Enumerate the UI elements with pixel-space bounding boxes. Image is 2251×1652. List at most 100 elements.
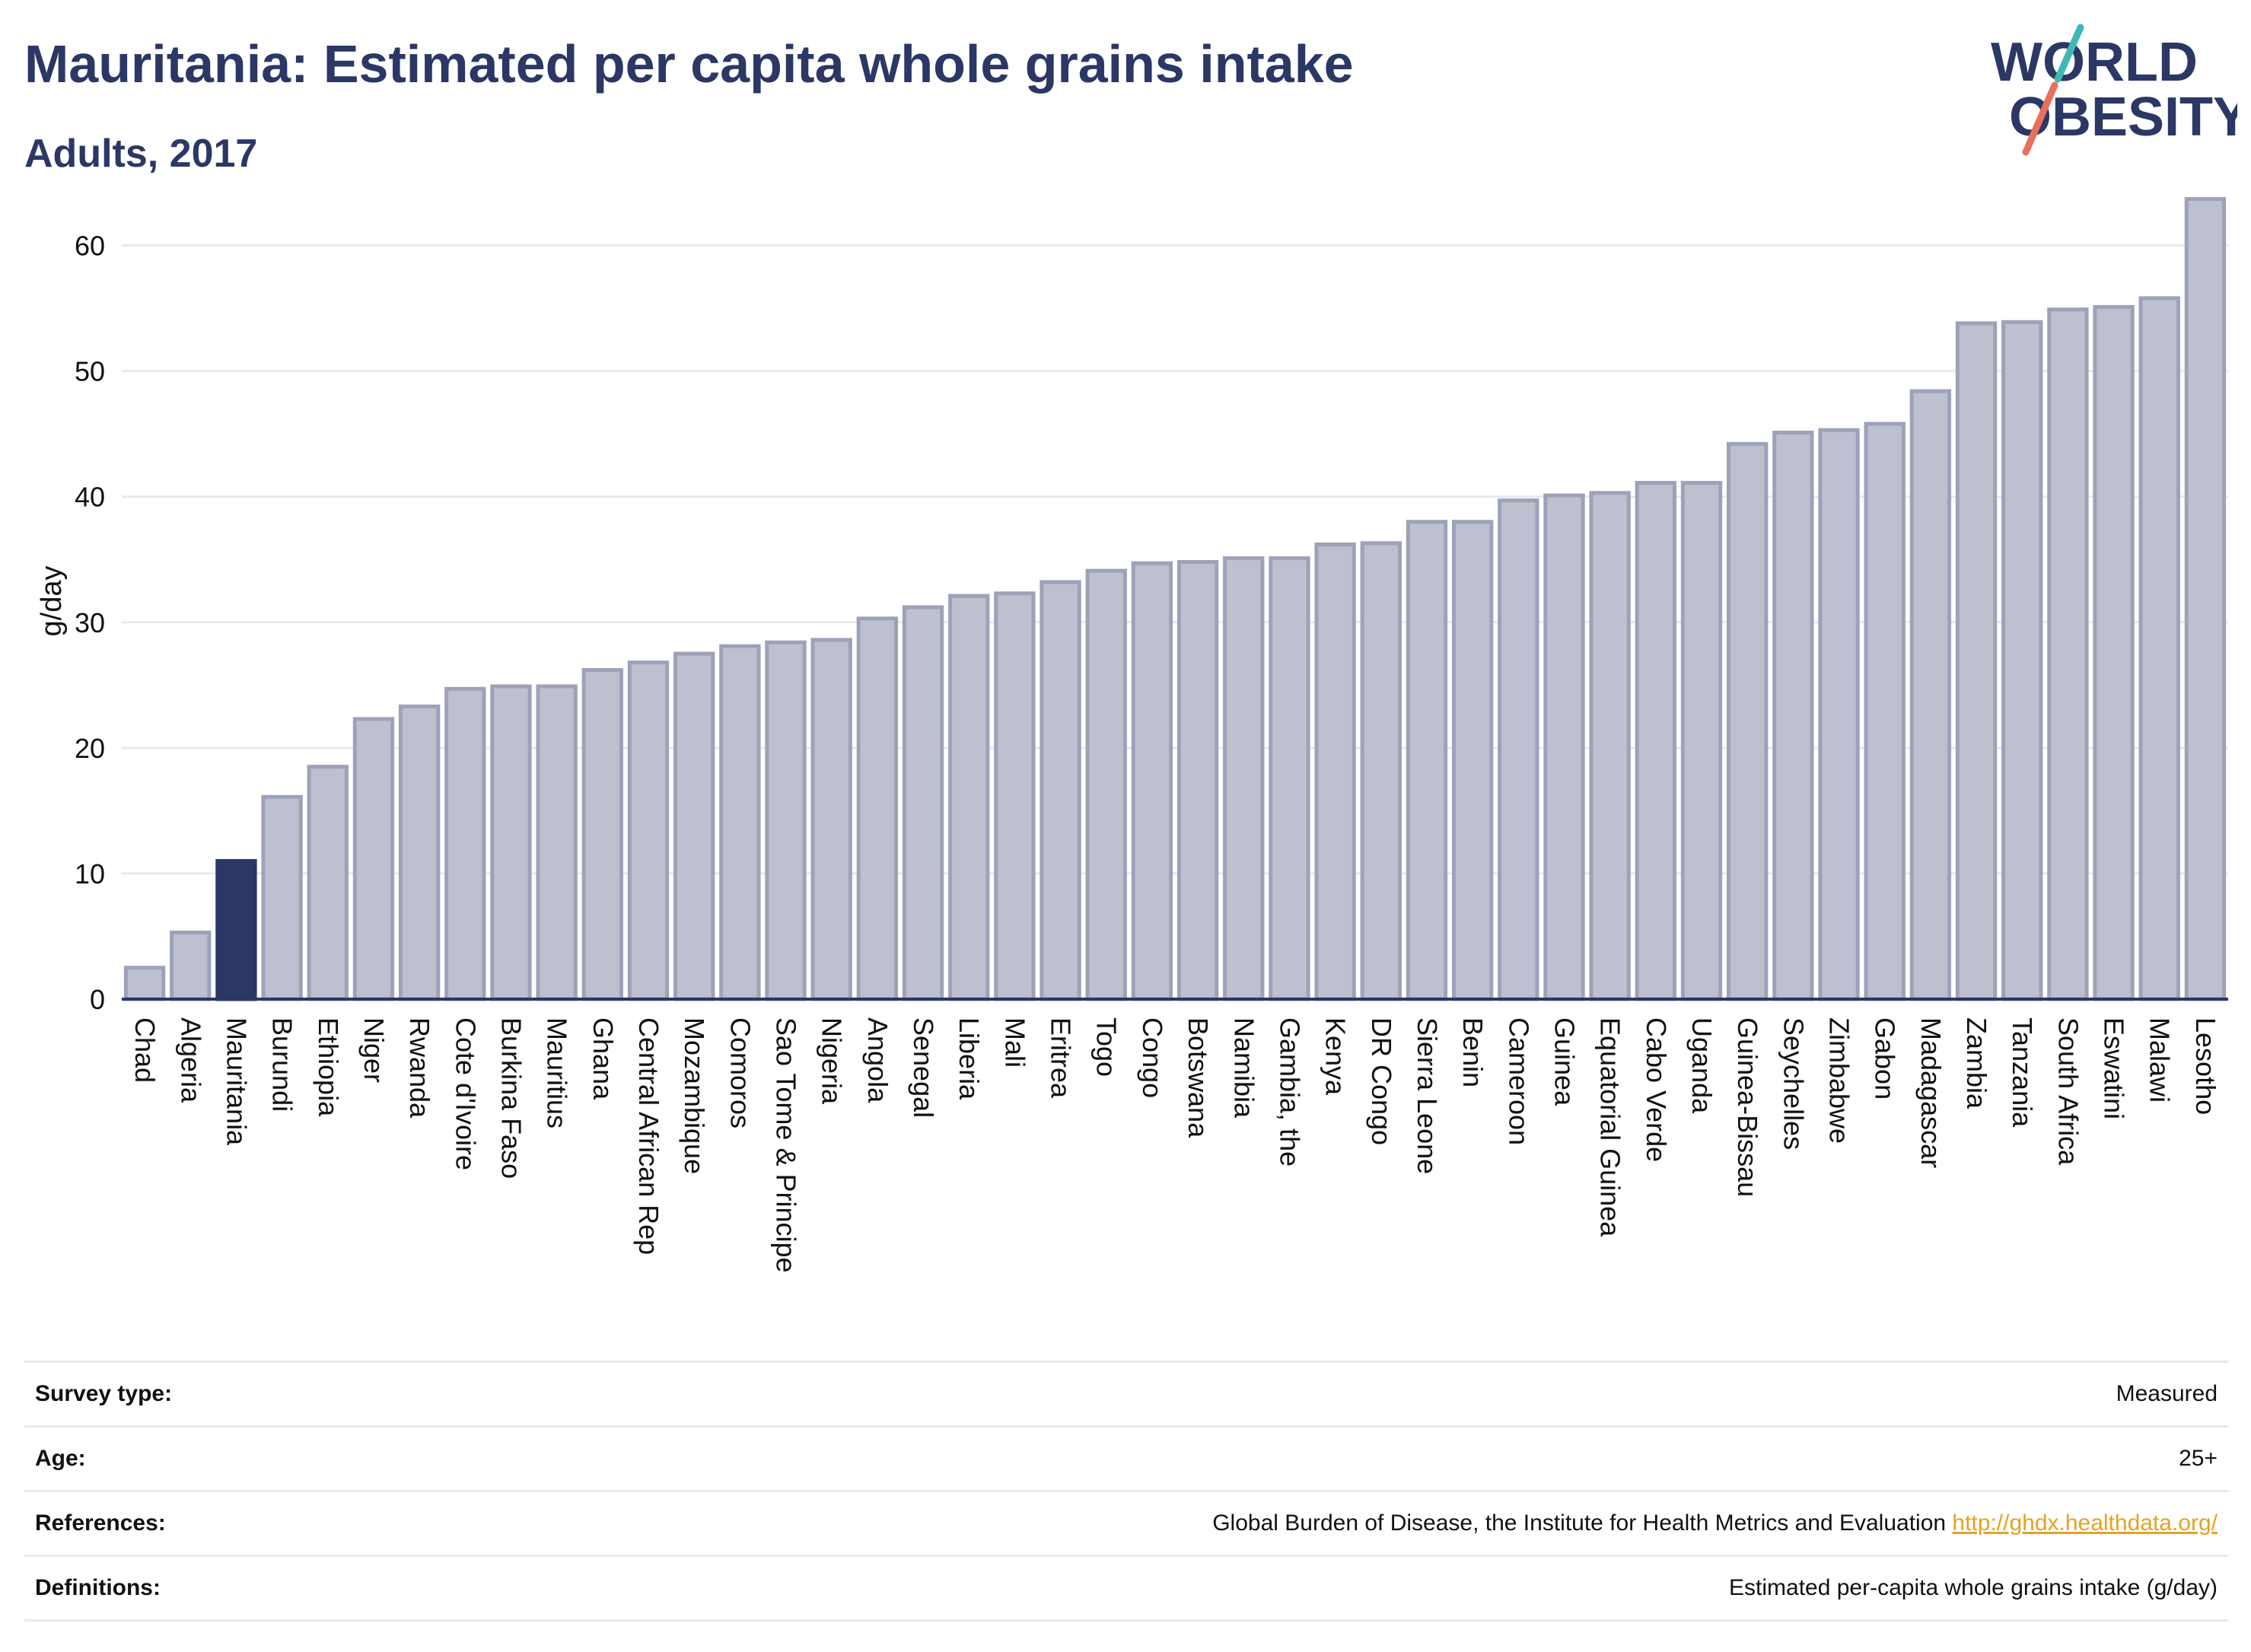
bar-mali — [994, 591, 1036, 1001]
x-tick-label: Lesotho — [2190, 1017, 2221, 1115]
x-tick-label: Zambia — [1961, 1017, 1992, 1109]
definitions-label: Definitions: — [35, 1575, 161, 1600]
bar-benin — [1451, 520, 1494, 1001]
x-tick-label: Chad — [129, 1017, 161, 1083]
bar-mauritania — [215, 858, 257, 1001]
x-tick-label: Burundi — [267, 1017, 298, 1112]
bar-guinea-bissau — [1727, 441, 1769, 1001]
x-tick-label: DR Congo — [1366, 1017, 1397, 1145]
bar-dr-congo — [1360, 541, 1402, 1001]
world-obesity-logo: WORLD OBESITY — [1991, 24, 2237, 156]
bar-chad — [123, 966, 166, 1001]
bar-namibia — [1223, 556, 1265, 1001]
chart-title: Mauritania: Estimated per capita whole g… — [24, 34, 1354, 94]
references-link[interactable]: http://ghdx.healthdata.org/ — [1952, 1510, 2218, 1536]
x-tick-label: Equatorial Guinea — [1595, 1017, 1626, 1237]
x-tick-label: Zimbabwe — [1824, 1017, 1855, 1144]
x-tick-label: Congo — [1137, 1017, 1168, 1098]
bar-eritrea — [1040, 580, 1081, 1001]
references-label: References: — [35, 1510, 166, 1536]
references-value: Global Burden of Disease, the Institute … — [1212, 1510, 2218, 1536]
x-tick-label: Seychelles — [1778, 1017, 1809, 1150]
x-tick-label: Namibia — [1228, 1017, 1259, 1119]
meta-row-definitions: Definitions: Estimated per-capita whole … — [24, 1555, 2228, 1622]
x-tick-label: Botswana — [1183, 1017, 1214, 1138]
x-tick-label: Ghana — [587, 1017, 619, 1100]
chart-subtitle: Adults, 2017 — [24, 132, 258, 176]
x-axis: Chad Algeria Mauritania Burundi Ethiopia Nige… — [122, 998, 2228, 1273]
logo-text-world: WORLD — [1991, 32, 2198, 93]
bar-comoros — [719, 644, 761, 1001]
bar-liberia — [948, 594, 990, 1001]
x-tick-label: Guinea — [1549, 1017, 1580, 1106]
bar-cameroon — [1498, 498, 1539, 1001]
bar-burkina-faso — [490, 684, 532, 1001]
age-value: 25+ — [2179, 1446, 2218, 1471]
y-tick-label: 10 — [75, 858, 105, 890]
bar-lesotho — [2184, 196, 2227, 1001]
bar-equatorial-guinea — [1589, 491, 1631, 1001]
metadata-table: Survey type: Measured Age: 25+ Reference… — [24, 1361, 2228, 1622]
y-tick-label: 20 — [75, 733, 105, 764]
x-tick-label: Liberia — [954, 1017, 985, 1100]
bars — [123, 196, 2227, 1001]
bar-south-africa — [2047, 307, 2089, 1001]
x-tick-label: Cabo Verde — [1641, 1017, 1672, 1162]
survey-type-value: Measured — [2116, 1381, 2218, 1406]
bar-kenya — [1314, 542, 1356, 1001]
survey-type-label: Survey type: — [35, 1381, 173, 1406]
bar-madagascar — [1909, 389, 1952, 1001]
y-axis: 0 10 20 30 40 50 60 — [75, 231, 105, 1015]
x-tick-label: Benin — [1457, 1017, 1488, 1087]
age-label: Age: — [35, 1446, 86, 1471]
y-tick-label: 60 — [75, 231, 105, 262]
x-tick-label: Central African Rep — [633, 1017, 664, 1255]
bar-ethiopia — [307, 765, 349, 1001]
bar-rwanda — [398, 704, 441, 1001]
bar-sao-tome-principe — [765, 640, 807, 1001]
bar-chart: 0 10 20 30 40 50 60 g/day Chad Algeria Mauritani… — [36, 196, 2228, 1273]
x-tick-label: Mali — [999, 1017, 1030, 1068]
bar-niger — [352, 717, 395, 1001]
bar-central-african-rep — [627, 660, 670, 1001]
bar-botswana — [1176, 560, 1219, 1001]
x-tick-label: Niger — [358, 1017, 390, 1083]
x-tick-label: Malawi — [2144, 1017, 2176, 1103]
bar-congo — [1131, 561, 1173, 1001]
x-tick-label: Mauritius — [542, 1017, 573, 1128]
x-tick-label: Nigeria — [817, 1017, 848, 1105]
y-tick-label: 50 — [75, 356, 105, 387]
x-tick-label: Togo — [1091, 1017, 1122, 1077]
x-tick-label: South Africa — [2052, 1017, 2084, 1166]
x-tick-label: Gabon — [1870, 1017, 1901, 1100]
y-tick-label: 30 — [75, 607, 105, 638]
bar-uganda — [1680, 481, 1723, 1001]
y-axis-label: g/day — [36, 566, 68, 637]
bar-malawi — [2138, 296, 2180, 1001]
y-tick-label: 0 — [90, 984, 105, 1015]
x-tick-label: Ethiopia — [313, 1017, 344, 1117]
bar-cote-d-ivoire — [444, 686, 486, 1001]
bar-gambia-the — [1269, 556, 1310, 1001]
logo-slash-coral — [2022, 81, 2058, 156]
x-tick-label: Rwanda — [404, 1017, 435, 1119]
bar-togo — [1085, 568, 1127, 1001]
bar-gabon — [1864, 422, 1906, 1001]
x-tick-label: Burkina Faso — [495, 1017, 527, 1179]
bar-burundi — [261, 794, 303, 1001]
x-tick-label: Comoros — [724, 1017, 756, 1128]
bar-zambia — [1955, 321, 1998, 1001]
x-tick-label: Madagascar — [1915, 1017, 1947, 1168]
x-tick-label: Kenya — [1320, 1017, 1352, 1096]
bar-nigeria — [810, 638, 852, 1001]
logo-slash-teal — [2054, 24, 2084, 83]
bar-ghana — [581, 667, 623, 1001]
bar-angola — [856, 616, 899, 1001]
bar-mozambique — [673, 651, 715, 1001]
meta-row-age: Age: 25+ — [24, 1425, 2228, 1490]
bar-senegal — [902, 605, 944, 1001]
bar-algeria — [170, 931, 212, 1001]
bar-tanzania — [2001, 320, 2043, 1001]
x-tick-label: Eritrea — [1046, 1017, 1077, 1099]
x-tick-label: Cameroon — [1503, 1017, 1534, 1145]
